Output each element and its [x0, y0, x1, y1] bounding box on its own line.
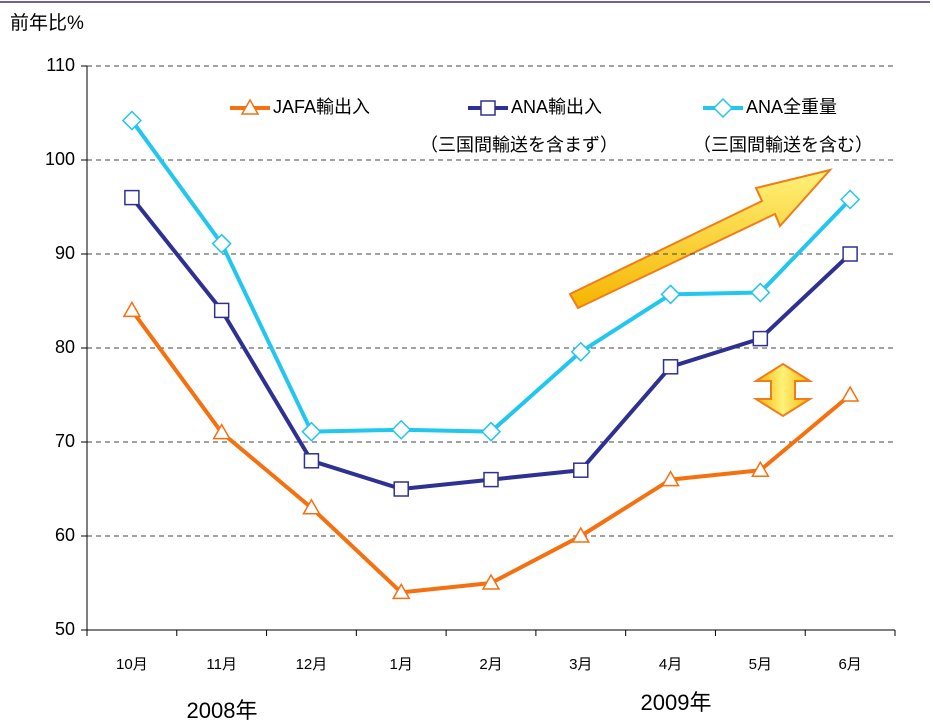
y-axis-label: 前年比% — [10, 12, 84, 34]
marker — [212, 423, 231, 440]
x-tick-label: 3月 — [569, 656, 592, 673]
y-tick-label: 60 — [55, 525, 75, 545]
marker — [840, 385, 860, 402]
marker — [480, 100, 496, 116]
marker — [661, 470, 680, 487]
marker — [752, 330, 769, 347]
series-line — [130, 309, 852, 595]
legend-label: ANA輸出入 — [511, 97, 602, 117]
y-tick-label: 70 — [55, 431, 75, 451]
marker — [712, 97, 734, 119]
legend-label: JAFA輸出入 — [273, 97, 370, 117]
marker — [750, 282, 771, 303]
marker — [303, 453, 320, 469]
marker — [573, 462, 589, 478]
legend-note: （三国間輸送を含まず） — [420, 135, 618, 155]
legend-note: （三国間輸送を含む） — [693, 135, 873, 155]
x-tick-label: 4月 — [659, 656, 682, 673]
marker — [213, 302, 230, 319]
year-label: 2009年 — [641, 690, 712, 715]
x-tick-label: 1月 — [390, 656, 413, 673]
x-tick-label: 6月 — [838, 656, 861, 673]
marker — [240, 98, 260, 115]
marker — [393, 481, 409, 497]
marker — [840, 189, 861, 210]
marker — [391, 419, 412, 440]
year-label: 2008年 — [187, 698, 258, 723]
x-tick-label: 12月 — [296, 656, 328, 673]
trend-arrow — [568, 168, 833, 310]
marker — [122, 300, 142, 318]
marker — [660, 284, 681, 305]
marker — [391, 582, 411, 600]
marker — [842, 246, 858, 262]
marker — [481, 573, 501, 590]
gap-arrow — [752, 362, 814, 418]
marker — [662, 359, 679, 375]
marker — [483, 471, 499, 488]
marker — [570, 341, 591, 362]
y-tick-label: 100 — [45, 149, 75, 169]
marker — [480, 421, 502, 442]
x-tick-label: 10月 — [116, 656, 148, 673]
x-tick-label: 5月 — [749, 656, 772, 673]
y-tick-label: 50 — [55, 619, 75, 639]
y-tick-label: 110 — [46, 55, 75, 75]
marker — [124, 189, 140, 206]
marker — [751, 460, 770, 477]
x-tick-label: 2月 — [479, 656, 502, 673]
x-tick-label: 11月 — [206, 656, 237, 673]
y-tick-label: 80 — [55, 337, 75, 357]
y-tick-label: 90 — [55, 243, 75, 263]
marker — [301, 421, 322, 442]
marker — [571, 526, 591, 543]
legend-label: ANA全重量 — [746, 97, 837, 117]
marker — [121, 110, 142, 131]
marker — [302, 498, 321, 515]
marker — [211, 233, 232, 254]
series-line — [130, 119, 852, 434]
